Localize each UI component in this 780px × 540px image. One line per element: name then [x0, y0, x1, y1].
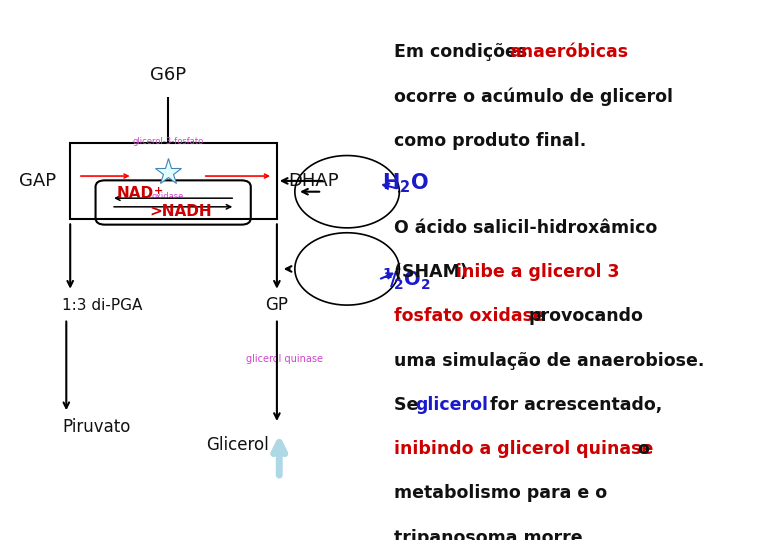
Text: ocorre o acúmulo de glicerol: ocorre o acúmulo de glicerol	[394, 87, 673, 106]
Text: Piruvato: Piruvato	[62, 417, 131, 436]
Text: DHAP: DHAP	[289, 172, 339, 190]
Text: glicerol: glicerol	[416, 396, 489, 414]
Text: GAP: GAP	[20, 172, 57, 190]
Text: uma simulação de anaerobiose.: uma simulação de anaerobiose.	[394, 352, 704, 369]
Text: provocando: provocando	[529, 307, 644, 325]
Text: G6P: G6P	[150, 66, 186, 84]
Text: O ácido salicil-hidroxâmico: O ácido salicil-hidroxâmico	[394, 219, 657, 237]
Text: tripanosoma morre.: tripanosoma morre.	[394, 529, 589, 540]
Text: 1:3 di-PGA: 1:3 di-PGA	[62, 298, 143, 313]
Text: oxidase: oxidase	[151, 192, 184, 201]
Text: (SHAM): (SHAM)	[394, 263, 473, 281]
Text: inibindo a glicerol quinase: inibindo a glicerol quinase	[394, 440, 659, 458]
Text: +: +	[154, 186, 163, 195]
Text: inibe a glicerol 3: inibe a glicerol 3	[456, 263, 620, 281]
Text: anaeróbicas: anaeróbicas	[509, 43, 629, 61]
Text: como produto final.: como produto final.	[394, 132, 586, 150]
Text: $\mathbf{^1\!/\!_2O_2}$: $\mathbf{^1\!/\!_2O_2}$	[382, 267, 431, 292]
Bar	[70, 143, 277, 219]
Text: $\mathbf{H_2O}$: $\mathbf{H_2O}$	[382, 172, 429, 195]
Text: for acrescentado,: for acrescentado,	[484, 396, 662, 414]
Text: >NADH: >NADH	[150, 204, 212, 219]
Text: fosfato oxidase: fosfato oxidase	[394, 307, 551, 325]
Text: Se: Se	[394, 396, 424, 414]
Text: NAD: NAD	[116, 186, 154, 201]
Text: glicerol quinase: glicerol quinase	[246, 354, 323, 364]
Text: Glicerol: Glicerol	[207, 436, 269, 455]
Text: glicerol-3-fosfato: glicerol-3-fosfato	[132, 137, 204, 146]
Text: GP: GP	[265, 296, 289, 314]
Text: Em condições: Em condições	[394, 43, 534, 61]
Text: metabolismo para e o: metabolismo para e o	[394, 484, 607, 502]
Text: o: o	[637, 440, 649, 458]
